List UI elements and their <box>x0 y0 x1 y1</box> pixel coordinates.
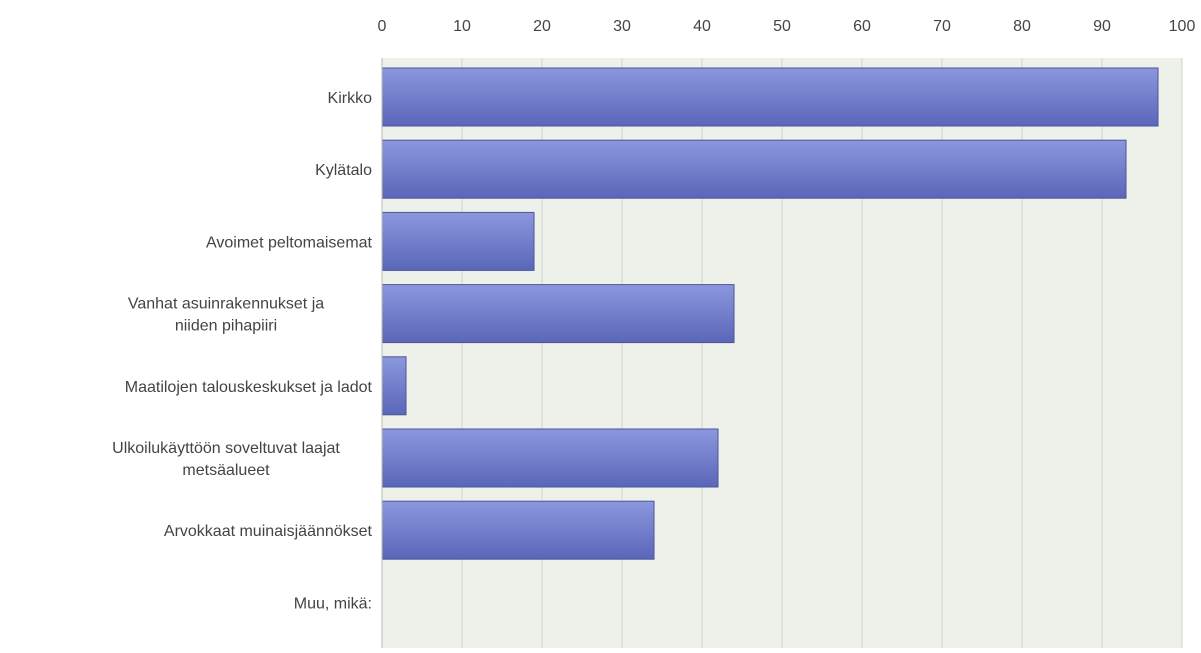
x-tick-label: 40 <box>693 18 711 35</box>
category-label-line: Arvokkaat muinaisjäännökset <box>164 523 373 540</box>
x-tick-label: 20 <box>533 18 551 35</box>
category-label-line: niiden pihapiiri <box>175 318 277 335</box>
bars <box>381 67 1159 560</box>
category-label-line: Kirkko <box>328 90 373 107</box>
x-tick-label: 80 <box>1013 18 1031 35</box>
x-tick-label: 30 <box>613 18 631 35</box>
x-tick-label: 60 <box>853 18 871 35</box>
bar <box>381 67 1159 127</box>
category-label-line: Muu, mikä: <box>294 595 372 612</box>
x-tick-label: 50 <box>773 18 791 35</box>
x-axis-ticks: 0 10 20 30 40 50 60 70 80 90 100 <box>378 18 1196 35</box>
x-tick-label: 10 <box>453 18 471 35</box>
bar <box>381 284 735 344</box>
category-label: Vanhat asuinrakennukset ja niiden pihapii… <box>128 296 324 335</box>
bar <box>381 356 407 416</box>
category-label: Avoimet peltomaisemat <box>206 234 373 251</box>
category-label-line: Ulkoilukäyttöön soveltuvat laajat <box>112 440 340 457</box>
x-tick-label: 70 <box>933 18 951 35</box>
category-label: Arvokkaat muinaisjäännökset <box>164 523 373 540</box>
bar <box>381 428 719 488</box>
category-labels: Kirkko Kylätalo Avoimet peltomaisemat Vanha… <box>112 90 372 612</box>
bar <box>381 211 535 271</box>
x-tick-label: 90 <box>1093 18 1111 35</box>
category-label: Maatilojen talouskeskukset ja ladot <box>125 379 373 396</box>
category-label: Muu, mikä: <box>294 595 372 612</box>
category-label-line: Kylätalo <box>315 162 372 179</box>
x-tick-label: 0 <box>378 18 387 35</box>
category-label: Kirkko <box>328 90 373 107</box>
bar <box>381 500 655 560</box>
x-tick-label: 100 <box>1169 18 1196 35</box>
category-label-line: Maatilojen talouskeskukset ja ladot <box>125 379 373 396</box>
category-label: Kylätalo <box>315 162 372 179</box>
category-label-line: Avoimet peltomaisemat <box>206 234 373 251</box>
category-label-line: metsäalueet <box>182 462 270 479</box>
bar <box>381 139 1127 199</box>
category-label-line: Vanhat asuinrakennukset ja <box>128 296 324 313</box>
category-label: Ulkoilukäyttöön soveltuvat laajat metsäal… <box>112 440 340 479</box>
